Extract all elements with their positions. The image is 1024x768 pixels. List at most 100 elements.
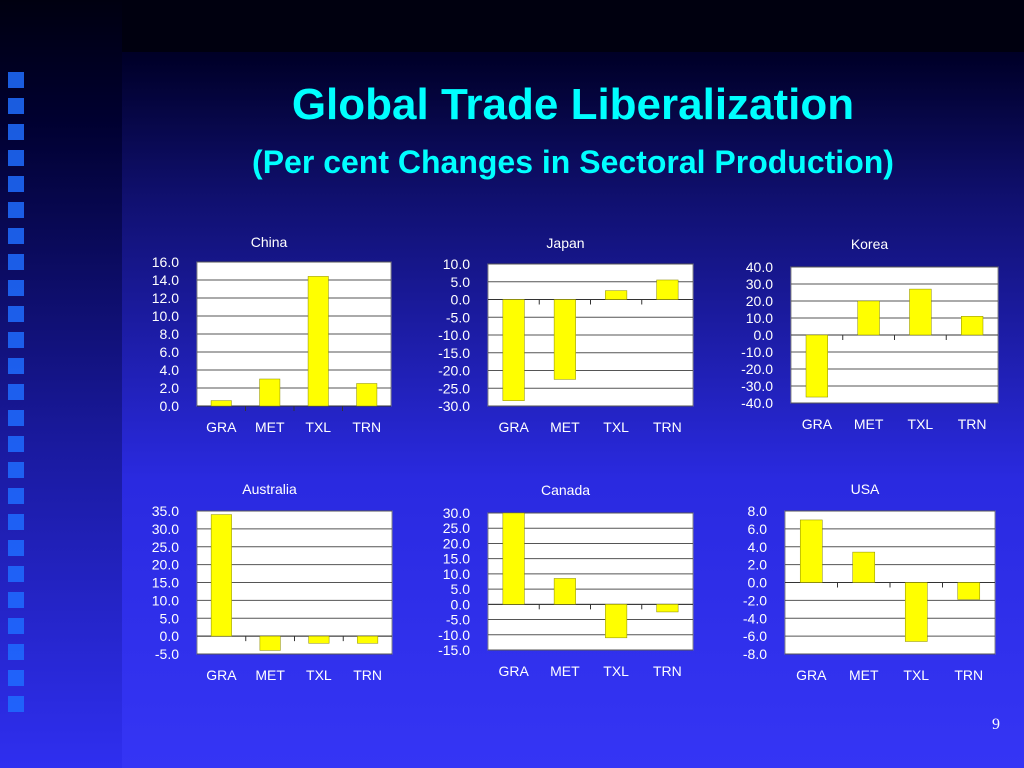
slide-subtitle: (Per cent Changes in Sectoral Production… <box>252 144 894 180</box>
chart-title-korea: Korea <box>851 236 889 252</box>
x-tick-label: TRN <box>352 419 381 435</box>
y-tick-label: 5.0 <box>451 581 471 597</box>
x-tick-label: TXL <box>603 419 629 435</box>
x-tick-label: MET <box>849 667 879 683</box>
y-tick-label: 25.0 <box>443 520 470 536</box>
decorative-square <box>8 644 24 660</box>
bar-usa-gra <box>799 519 823 583</box>
y-tick-label: -5.0 <box>155 646 179 662</box>
decorative-square <box>8 488 24 504</box>
decorative-square <box>8 436 24 452</box>
bar-australia-gra <box>210 514 232 637</box>
x-tick-label: TXL <box>603 663 629 679</box>
decorative-square <box>8 540 24 556</box>
y-tick-label: 35.0 <box>152 503 179 519</box>
decorative-square <box>8 72 24 88</box>
y-tick-label: -5.0 <box>446 309 470 325</box>
decorative-square <box>8 384 24 400</box>
x-tick-label: GRA <box>498 419 529 435</box>
bar-australia-trn <box>357 635 379 644</box>
y-tick-label: 0.0 <box>451 596 471 612</box>
x-tick-label: MET <box>854 416 884 432</box>
decorative-square <box>8 228 24 244</box>
y-tick-label: 0.0 <box>160 398 180 414</box>
decorative-square <box>8 514 24 530</box>
y-tick-label: 0.0 <box>160 628 180 644</box>
decorative-square <box>8 176 24 192</box>
bar-canada-met <box>553 578 576 605</box>
y-tick-label: -30.0 <box>741 378 773 394</box>
x-tick-label: GRA <box>206 419 237 435</box>
decorative-square <box>8 202 24 218</box>
y-tick-label: 20.0 <box>746 293 773 309</box>
bar-usa-met <box>852 551 876 583</box>
decorative-square <box>8 150 24 166</box>
y-tick-label: 8.0 <box>160 326 180 342</box>
y-tick-label: -2.0 <box>743 592 767 608</box>
y-tick-label: 5.0 <box>160 610 180 626</box>
y-tick-label: 6.0 <box>160 344 180 360</box>
y-tick-label: -20.0 <box>741 361 773 377</box>
sidebar-decoration <box>0 0 122 768</box>
chart-title-usa: USA <box>851 481 880 497</box>
bar-japan-trn <box>656 279 679 300</box>
y-tick-label: 8.0 <box>748 503 768 519</box>
y-tick-label: 20.0 <box>443 535 470 551</box>
bar-korea-gra <box>805 334 828 398</box>
y-tick-label: 14.0 <box>152 272 179 288</box>
x-tick-label: TRN <box>353 667 382 683</box>
y-tick-label: -25.0 <box>438 380 470 396</box>
slide-title: Global Trade Liberalization <box>291 80 855 129</box>
y-tick-label: 25.0 <box>152 539 179 555</box>
x-tick-label: MET <box>550 419 580 435</box>
x-tick-label: MET <box>550 663 580 679</box>
y-tick-label: 15.0 <box>443 551 470 567</box>
x-tick-label: TXL <box>305 419 331 435</box>
y-tick-label: 4.0 <box>748 539 768 555</box>
decorative-square <box>8 670 24 686</box>
chart-title-japan: Japan <box>546 235 584 251</box>
decorative-square <box>8 332 24 348</box>
bar-korea-txl <box>909 288 932 336</box>
y-tick-label: -15.0 <box>438 642 470 658</box>
y-tick-label: 2.0 <box>160 380 180 396</box>
y-tick-label: -20.0 <box>438 363 470 379</box>
x-tick-label: TRN <box>958 416 987 432</box>
page-number: 9 <box>992 716 1000 733</box>
y-tick-label: 30.0 <box>443 505 470 521</box>
bar-korea-met <box>857 300 880 336</box>
y-tick-label: -10.0 <box>438 627 470 643</box>
x-tick-label: TXL <box>908 416 934 432</box>
bar-australia-met <box>259 635 281 651</box>
y-tick-label: -6.0 <box>743 628 767 644</box>
y-tick-label: 0.0 <box>451 292 471 308</box>
decorative-squares <box>8 72 28 722</box>
y-tick-label: -10.0 <box>741 344 773 360</box>
decorative-square <box>8 410 24 426</box>
decorative-square <box>8 618 24 634</box>
bar-korea-trn <box>961 316 984 336</box>
x-tick-label: GRA <box>498 663 529 679</box>
bar-canada-gra <box>502 512 525 605</box>
y-tick-label: 10.0 <box>746 310 773 326</box>
bar-canada-txl <box>605 604 628 639</box>
decorative-square <box>8 358 24 374</box>
y-tick-label: 10.0 <box>443 256 470 272</box>
x-tick-label: GRA <box>796 667 827 683</box>
decorative-square <box>8 306 24 322</box>
chart-title-china: China <box>251 234 288 250</box>
bar-canada-trn <box>656 604 679 613</box>
y-tick-label: -40.0 <box>741 395 773 411</box>
bar-china-trn <box>356 383 378 407</box>
x-tick-label: MET <box>255 667 285 683</box>
chart-title-canada: Canada <box>541 482 590 498</box>
y-tick-label: 2.0 <box>748 557 768 573</box>
decorative-square <box>8 98 24 114</box>
bar-japan-txl <box>605 290 628 300</box>
y-tick-label: 16.0 <box>152 254 179 270</box>
decorative-square <box>8 566 24 582</box>
bar-china-met <box>259 378 281 407</box>
y-tick-label: 12.0 <box>152 290 179 306</box>
bar-china-gra <box>210 400 232 407</box>
